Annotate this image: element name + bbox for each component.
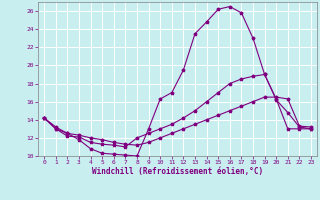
X-axis label: Windchill (Refroidissement éolien,°C): Windchill (Refroidissement éolien,°C) [92, 167, 263, 176]
